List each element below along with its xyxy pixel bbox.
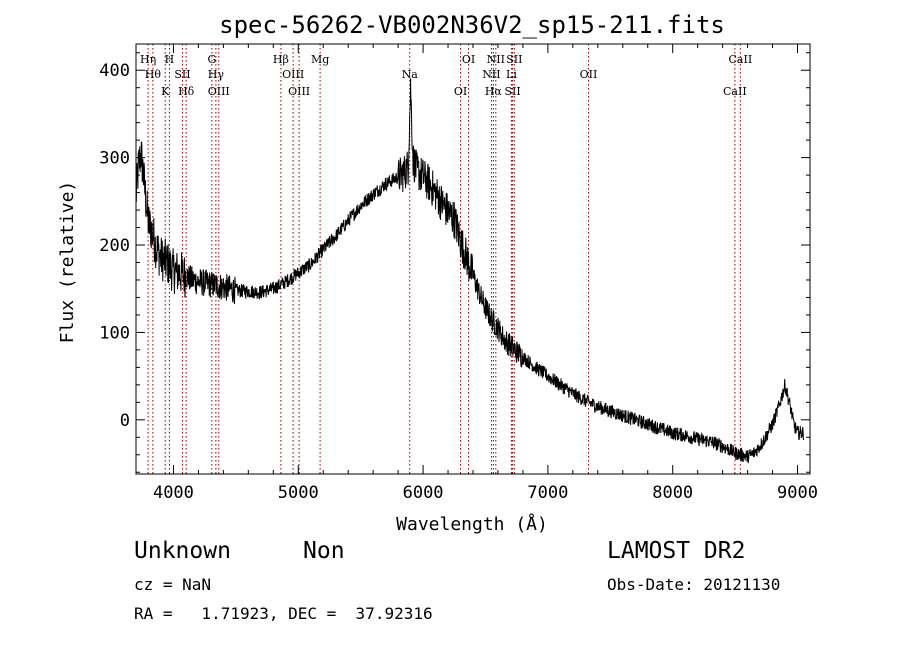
line-label: Li xyxy=(506,68,517,81)
line-label: Hη xyxy=(140,53,156,66)
line-label: Mg xyxy=(311,53,329,66)
line-labels: Hη Hθ K H SII Hδ G Hγ OIII Hβ OIII OIII Mg Na OI OI NII H… xyxy=(140,53,752,98)
line-label: Hα xyxy=(485,85,503,98)
line-label: Hγ xyxy=(208,68,225,81)
x-axis: 4000 5000 6000 7000 8000 9000 xyxy=(153,44,818,503)
line-label: SII xyxy=(174,68,190,81)
y-axis: 0 100 200 300 400 xyxy=(99,52,810,473)
x-tick-label: 9000 xyxy=(777,483,818,503)
observation-date: Obs-Date: 20121130 xyxy=(607,575,781,594)
line-label: Hδ xyxy=(178,85,195,98)
line-label: G xyxy=(207,53,216,66)
line-label: SII xyxy=(504,85,520,98)
line-label: OI xyxy=(454,85,467,98)
object-class: Unknown xyxy=(134,538,231,564)
line-label: Hβ xyxy=(273,53,289,66)
y-tick-label: 100 xyxy=(99,323,130,343)
line-label: NII xyxy=(482,68,500,81)
line-label: OIII xyxy=(208,85,230,98)
y-axis-label: Flux (relative) xyxy=(57,181,78,344)
chart-title: spec-56262-VB002N36V2_sp15-211.fits xyxy=(219,11,725,39)
x-axis-label: Wavelength (Å) xyxy=(396,513,548,535)
object-subclass: Non xyxy=(303,538,345,564)
y-tick-label: 200 xyxy=(99,236,130,256)
x-tick-label: 5000 xyxy=(278,483,319,503)
y-tick-label: 300 xyxy=(99,149,130,169)
x-tick-label: 6000 xyxy=(403,483,444,503)
y-tick-label: 0 xyxy=(120,411,130,431)
line-label: Hθ xyxy=(145,68,162,81)
x-tick-label: 8000 xyxy=(652,483,693,503)
line-label: OII xyxy=(580,68,598,81)
line-label: OIII xyxy=(282,68,304,81)
line-label: H xyxy=(165,53,175,66)
line-label: CaII xyxy=(729,53,753,66)
line-label: K xyxy=(161,85,170,98)
redshift-value: cz = NaN xyxy=(134,575,212,594)
x-tick-label: 4000 xyxy=(153,483,194,503)
line-label: CaII xyxy=(723,85,747,98)
spectrum-line xyxy=(135,78,805,464)
line-label: OIII xyxy=(288,85,310,98)
x-tick-label: 7000 xyxy=(527,483,568,503)
line-label: Na xyxy=(402,68,419,81)
y-tick-label: 400 xyxy=(99,61,130,81)
line-label: SII xyxy=(506,53,522,66)
plot-frame xyxy=(135,43,811,475)
line-label: NII xyxy=(487,53,505,66)
line-label: OI xyxy=(462,53,475,66)
coordinates: RA = 1.71923, DEC = 37.92316 xyxy=(134,604,433,623)
line-markers xyxy=(147,44,741,474)
survey-name: LAMOST DR2 xyxy=(607,538,746,564)
